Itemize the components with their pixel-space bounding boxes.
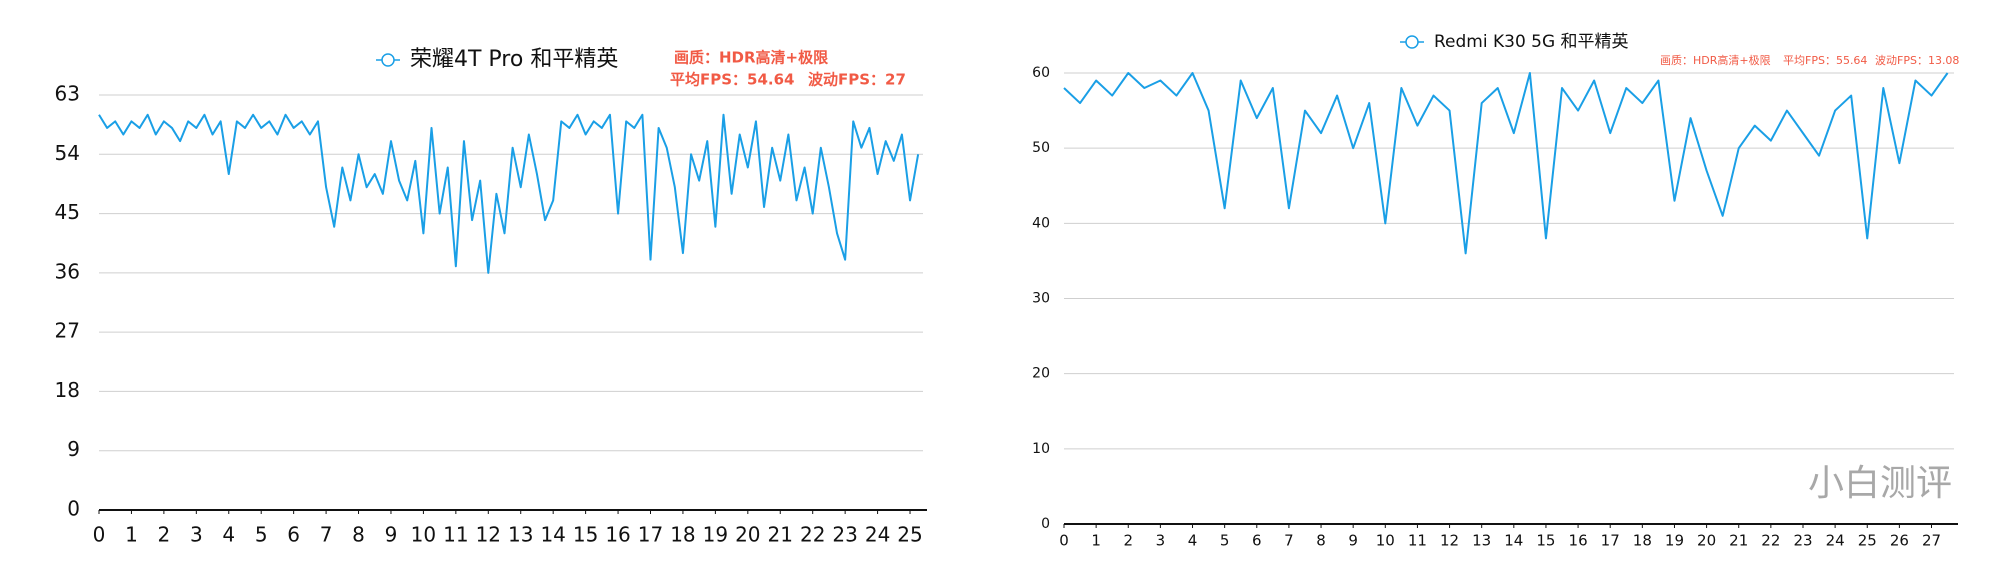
x-tick-label: 13 bbox=[508, 523, 533, 547]
x-tick-label: 11 bbox=[443, 523, 468, 547]
y-tick-label: 27 bbox=[55, 319, 80, 343]
x-tick-label: 25 bbox=[1858, 532, 1877, 550]
x-tick-label: 16 bbox=[605, 523, 630, 547]
x-tick-label: 5 bbox=[255, 523, 268, 547]
y-tick-label: 50 bbox=[1032, 140, 1050, 156]
x-tick-label: 13 bbox=[1472, 532, 1491, 550]
x-tick-label: 16 bbox=[1569, 532, 1588, 550]
annotation: 波动FPS：13.08 bbox=[1875, 54, 1959, 67]
x-tick-label: 10 bbox=[1376, 532, 1395, 550]
data-line bbox=[1063, 72, 1949, 255]
x-tick-label: 18 bbox=[670, 523, 695, 547]
x-tick-label: 22 bbox=[800, 523, 825, 547]
x-tick-label: 2 bbox=[1123, 532, 1133, 550]
x-tick-label: 20 bbox=[1697, 532, 1716, 550]
y-tick-label: 0 bbox=[1041, 516, 1050, 532]
legend-label: Redmi K30 5G 和平精英 bbox=[1434, 32, 1629, 52]
x-tick-label: 15 bbox=[573, 523, 598, 547]
x-tick-label: 24 bbox=[865, 523, 890, 547]
x-tick-label: 9 bbox=[1348, 532, 1358, 550]
watermark: 小白测评 bbox=[1808, 463, 1952, 504]
y-tick-label: 9 bbox=[67, 437, 80, 461]
y-tick-label: 60 bbox=[1032, 65, 1050, 81]
x-tick-label: 17 bbox=[638, 523, 663, 547]
annotation: 画质：HDR高清+极限 bbox=[1660, 53, 1771, 67]
x-tick-label: 26 bbox=[1890, 532, 1909, 550]
x-tick-label: 23 bbox=[1793, 532, 1812, 550]
x-tick-label: 6 bbox=[1252, 532, 1262, 550]
x-tick-label: 21 bbox=[1729, 532, 1748, 550]
x-tick-label: 7 bbox=[1284, 532, 1294, 550]
x-tick-label: 12 bbox=[476, 523, 501, 547]
x-tick-label: 19 bbox=[1665, 532, 1684, 550]
annotation: 平均FPS：55.64 bbox=[1783, 54, 1867, 67]
annotation: 波动FPS：27 bbox=[808, 71, 906, 89]
x-tick-label: 2 bbox=[158, 523, 171, 547]
x-tick-label: 8 bbox=[1316, 532, 1326, 550]
legend-marker bbox=[1405, 35, 1419, 49]
data-line bbox=[98, 113, 920, 274]
y-tick-label: 10 bbox=[1032, 441, 1050, 457]
x-tick-label: 1 bbox=[125, 523, 138, 547]
x-tick-label: 9 bbox=[385, 523, 398, 547]
y-tick-label: 30 bbox=[1032, 291, 1050, 307]
annotation: 平均FPS：54.64 bbox=[670, 71, 795, 89]
x-tick-label: 21 bbox=[768, 523, 793, 547]
x-tick-label: 10 bbox=[411, 523, 436, 547]
x-tick-label: 1 bbox=[1091, 532, 1101, 550]
y-tick-label: 40 bbox=[1032, 215, 1050, 231]
x-tick-label: 4 bbox=[1188, 532, 1198, 550]
x-tick-label: 5 bbox=[1220, 532, 1230, 550]
y-tick-label: 45 bbox=[55, 200, 80, 224]
x-tick-label: 19 bbox=[703, 523, 728, 547]
x-tick-label: 25 bbox=[897, 523, 922, 547]
legend-marker bbox=[381, 53, 395, 67]
x-tick-label: 14 bbox=[540, 523, 565, 547]
x-tick-label: 22 bbox=[1761, 532, 1780, 550]
x-tick-label: 0 bbox=[1059, 532, 1069, 550]
x-tick-label: 4 bbox=[222, 523, 235, 547]
y-tick-label: 36 bbox=[55, 259, 80, 283]
x-tick-label: 18 bbox=[1633, 532, 1652, 550]
x-tick-label: 8 bbox=[352, 523, 365, 547]
annotation: 画质：HDR高清+极限 bbox=[674, 49, 828, 67]
x-tick-label: 24 bbox=[1826, 532, 1845, 550]
x-tick-label: 6 bbox=[287, 523, 300, 547]
x-tick-label: 14 bbox=[1504, 532, 1523, 550]
x-tick-label: 3 bbox=[1156, 532, 1166, 550]
x-tick-label: 20 bbox=[735, 523, 760, 547]
x-tick-label: 12 bbox=[1440, 532, 1459, 550]
x-tick-label: 23 bbox=[832, 523, 857, 547]
y-tick-label: 0 bbox=[67, 497, 80, 521]
x-tick-label: 17 bbox=[1601, 532, 1620, 550]
x-tick-label: 15 bbox=[1536, 532, 1555, 550]
x-tick-label: 7 bbox=[320, 523, 333, 547]
y-tick-label: 63 bbox=[55, 82, 80, 106]
x-tick-label: 11 bbox=[1408, 532, 1427, 550]
x-tick-label: 3 bbox=[190, 523, 203, 547]
y-tick-label: 18 bbox=[55, 378, 80, 402]
y-tick-label: 54 bbox=[55, 141, 80, 165]
y-tick-label: 20 bbox=[1032, 366, 1050, 382]
x-tick-label: 0 bbox=[93, 523, 106, 547]
x-tick-label: 27 bbox=[1922, 532, 1941, 550]
legend-label: 荣耀4T Pro 和平精英 bbox=[410, 47, 618, 72]
